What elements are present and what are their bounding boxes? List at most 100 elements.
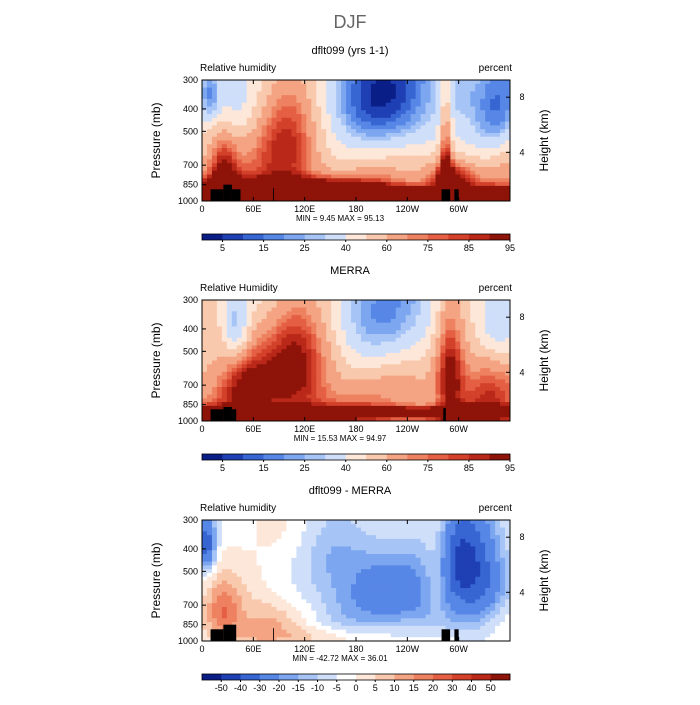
contour-cell [267, 342, 272, 346]
contour-cell [381, 110, 386, 114]
contour-cell [267, 159, 272, 163]
contour-cell [406, 319, 411, 323]
contour-cell [301, 175, 306, 179]
contour-cell [480, 88, 485, 92]
contour-cell [346, 565, 351, 569]
contour-cell [406, 539, 411, 543]
contour-cell [306, 330, 311, 334]
contour-cell [381, 528, 386, 532]
contour-cell [485, 129, 490, 133]
contour-cell [272, 190, 277, 194]
contour-cell [247, 376, 252, 380]
contour-cell [396, 152, 401, 156]
contour-cell [227, 103, 232, 107]
contour-cell [426, 106, 431, 110]
contour-cell [242, 323, 247, 327]
contour-cell [311, 539, 316, 543]
contour-cell [431, 535, 436, 539]
contour-cell [296, 144, 301, 148]
contour-cell [470, 364, 475, 368]
contour-cell [257, 554, 262, 558]
contour-cell [252, 186, 257, 190]
contour-cell [296, 122, 301, 126]
contour-cell [386, 361, 391, 365]
contour-cell [386, 175, 391, 179]
contour-cell [281, 372, 286, 376]
contour-cell [356, 413, 361, 417]
contour-cell [267, 88, 272, 92]
contour-cell [296, 546, 301, 550]
contour-cell [401, 531, 406, 535]
contour-cell [237, 182, 242, 186]
contour-cell [391, 402, 396, 406]
contour-cell [296, 300, 301, 304]
contour-cell [267, 326, 272, 330]
contour-cell [386, 334, 391, 338]
contour-cell [316, 391, 321, 395]
contour-cell [435, 334, 440, 338]
contour-cell [440, 311, 445, 315]
contour-cell [296, 190, 301, 194]
contour-cell [217, 159, 222, 163]
contour-cell [217, 345, 222, 349]
contour-cell [356, 88, 361, 92]
contour-cell [306, 368, 311, 372]
contour-cell [356, 106, 361, 110]
contour-cell [247, 152, 252, 156]
contour-cell [421, 406, 426, 410]
contour-cell [291, 387, 296, 391]
contour-cell [470, 562, 475, 566]
contour-cell [480, 193, 485, 197]
contour-cell [326, 114, 331, 118]
contour-cell [321, 141, 326, 145]
contour-cell [391, 387, 396, 391]
contour-cell [222, 114, 227, 118]
contour-cell [440, 531, 445, 535]
contour-cell [227, 178, 232, 182]
contour-cell [391, 330, 396, 334]
contour-cell [361, 376, 366, 380]
contour-cell [296, 103, 301, 107]
contour-cell [267, 535, 272, 539]
contour-cell [356, 125, 361, 129]
contour-cell [391, 156, 396, 160]
colorbar-label: 60 [382, 463, 392, 473]
contour-cell [311, 110, 316, 114]
contour-cell [257, 88, 262, 92]
contour-cell [277, 520, 282, 524]
contour-cell [262, 148, 267, 152]
contour-cell [291, 80, 296, 84]
contour-cell [242, 80, 247, 84]
contour-cell [361, 345, 366, 349]
contour-cell [490, 368, 495, 372]
contour-cell [247, 88, 252, 92]
contour-cell [421, 410, 426, 414]
contour-cell [426, 349, 431, 353]
contour-cell [301, 364, 306, 368]
contour-cell [252, 372, 257, 376]
contour-cell [321, 148, 326, 152]
contour-cell [321, 569, 326, 573]
contour-cell [306, 402, 311, 406]
contour-cell [277, 133, 282, 137]
contour-cell [391, 528, 396, 532]
contour-cell [421, 84, 426, 88]
contour-cell [207, 99, 212, 103]
contour-cell [217, 520, 222, 524]
contour-cell [426, 330, 431, 334]
contour-cell [272, 193, 277, 197]
contour-cell [371, 402, 376, 406]
contour-cell [381, 413, 386, 417]
contour-cell [465, 141, 470, 145]
contour-cell [222, 368, 227, 372]
contour-cell [460, 562, 465, 566]
contour-cell [277, 528, 282, 532]
contour-cell [495, 311, 500, 315]
contour-cell [272, 95, 277, 99]
contour-cell [301, 99, 306, 103]
contour-cell [351, 148, 356, 152]
contour-cell [495, 122, 500, 126]
contour-cell [286, 311, 291, 315]
contour-cell [480, 300, 485, 304]
